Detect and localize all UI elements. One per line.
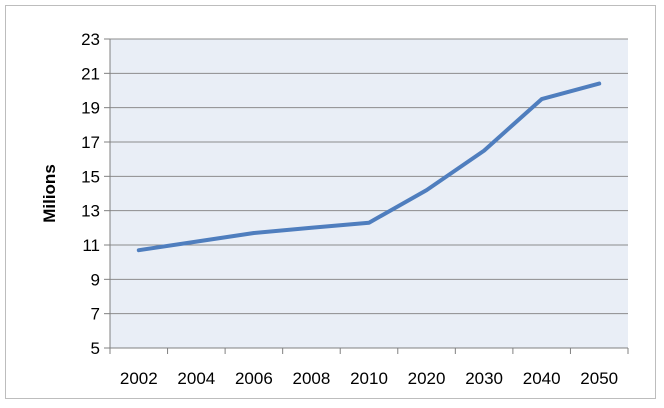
x-tick-label: 2004 [177,369,215,388]
x-tick-label: 2050 [580,369,618,388]
y-tick-label: 11 [82,236,100,255]
y-tick-label: 23 [81,30,100,49]
y-tick-label: 15 [81,167,100,186]
x-tick-label: 2008 [293,369,331,388]
series-line [136,81,602,253]
x-tick-label: 2040 [523,369,561,388]
plot-area [110,39,628,348]
y-tick-label: 5 [91,339,100,358]
y-tick-label: 19 [81,99,100,118]
x-tick-label: 2020 [408,369,446,388]
x-tick-label: 2010 [350,369,388,388]
x-tick-label: 2030 [465,369,503,388]
y-tick-label: 13 [81,202,100,221]
x-tick-labels: 2002 2004 2006 2008 2010 2020 2030 2040 2050 [120,369,618,388]
y-axis-label: Milions [40,164,59,223]
axes [109,39,629,354]
y-tick-labels: 5 7 9 11 13 15 17 19 21 23 [81,30,100,358]
x-tick-label: 2002 [120,369,158,388]
y-tick-label: 21 [81,64,100,83]
y-tick-label: 9 [91,270,100,289]
y-tick-label: 7 [91,305,100,324]
gridlines [104,38,628,349]
y-tick-label: 17 [81,133,100,152]
x-tick-label: 2006 [235,369,273,388]
